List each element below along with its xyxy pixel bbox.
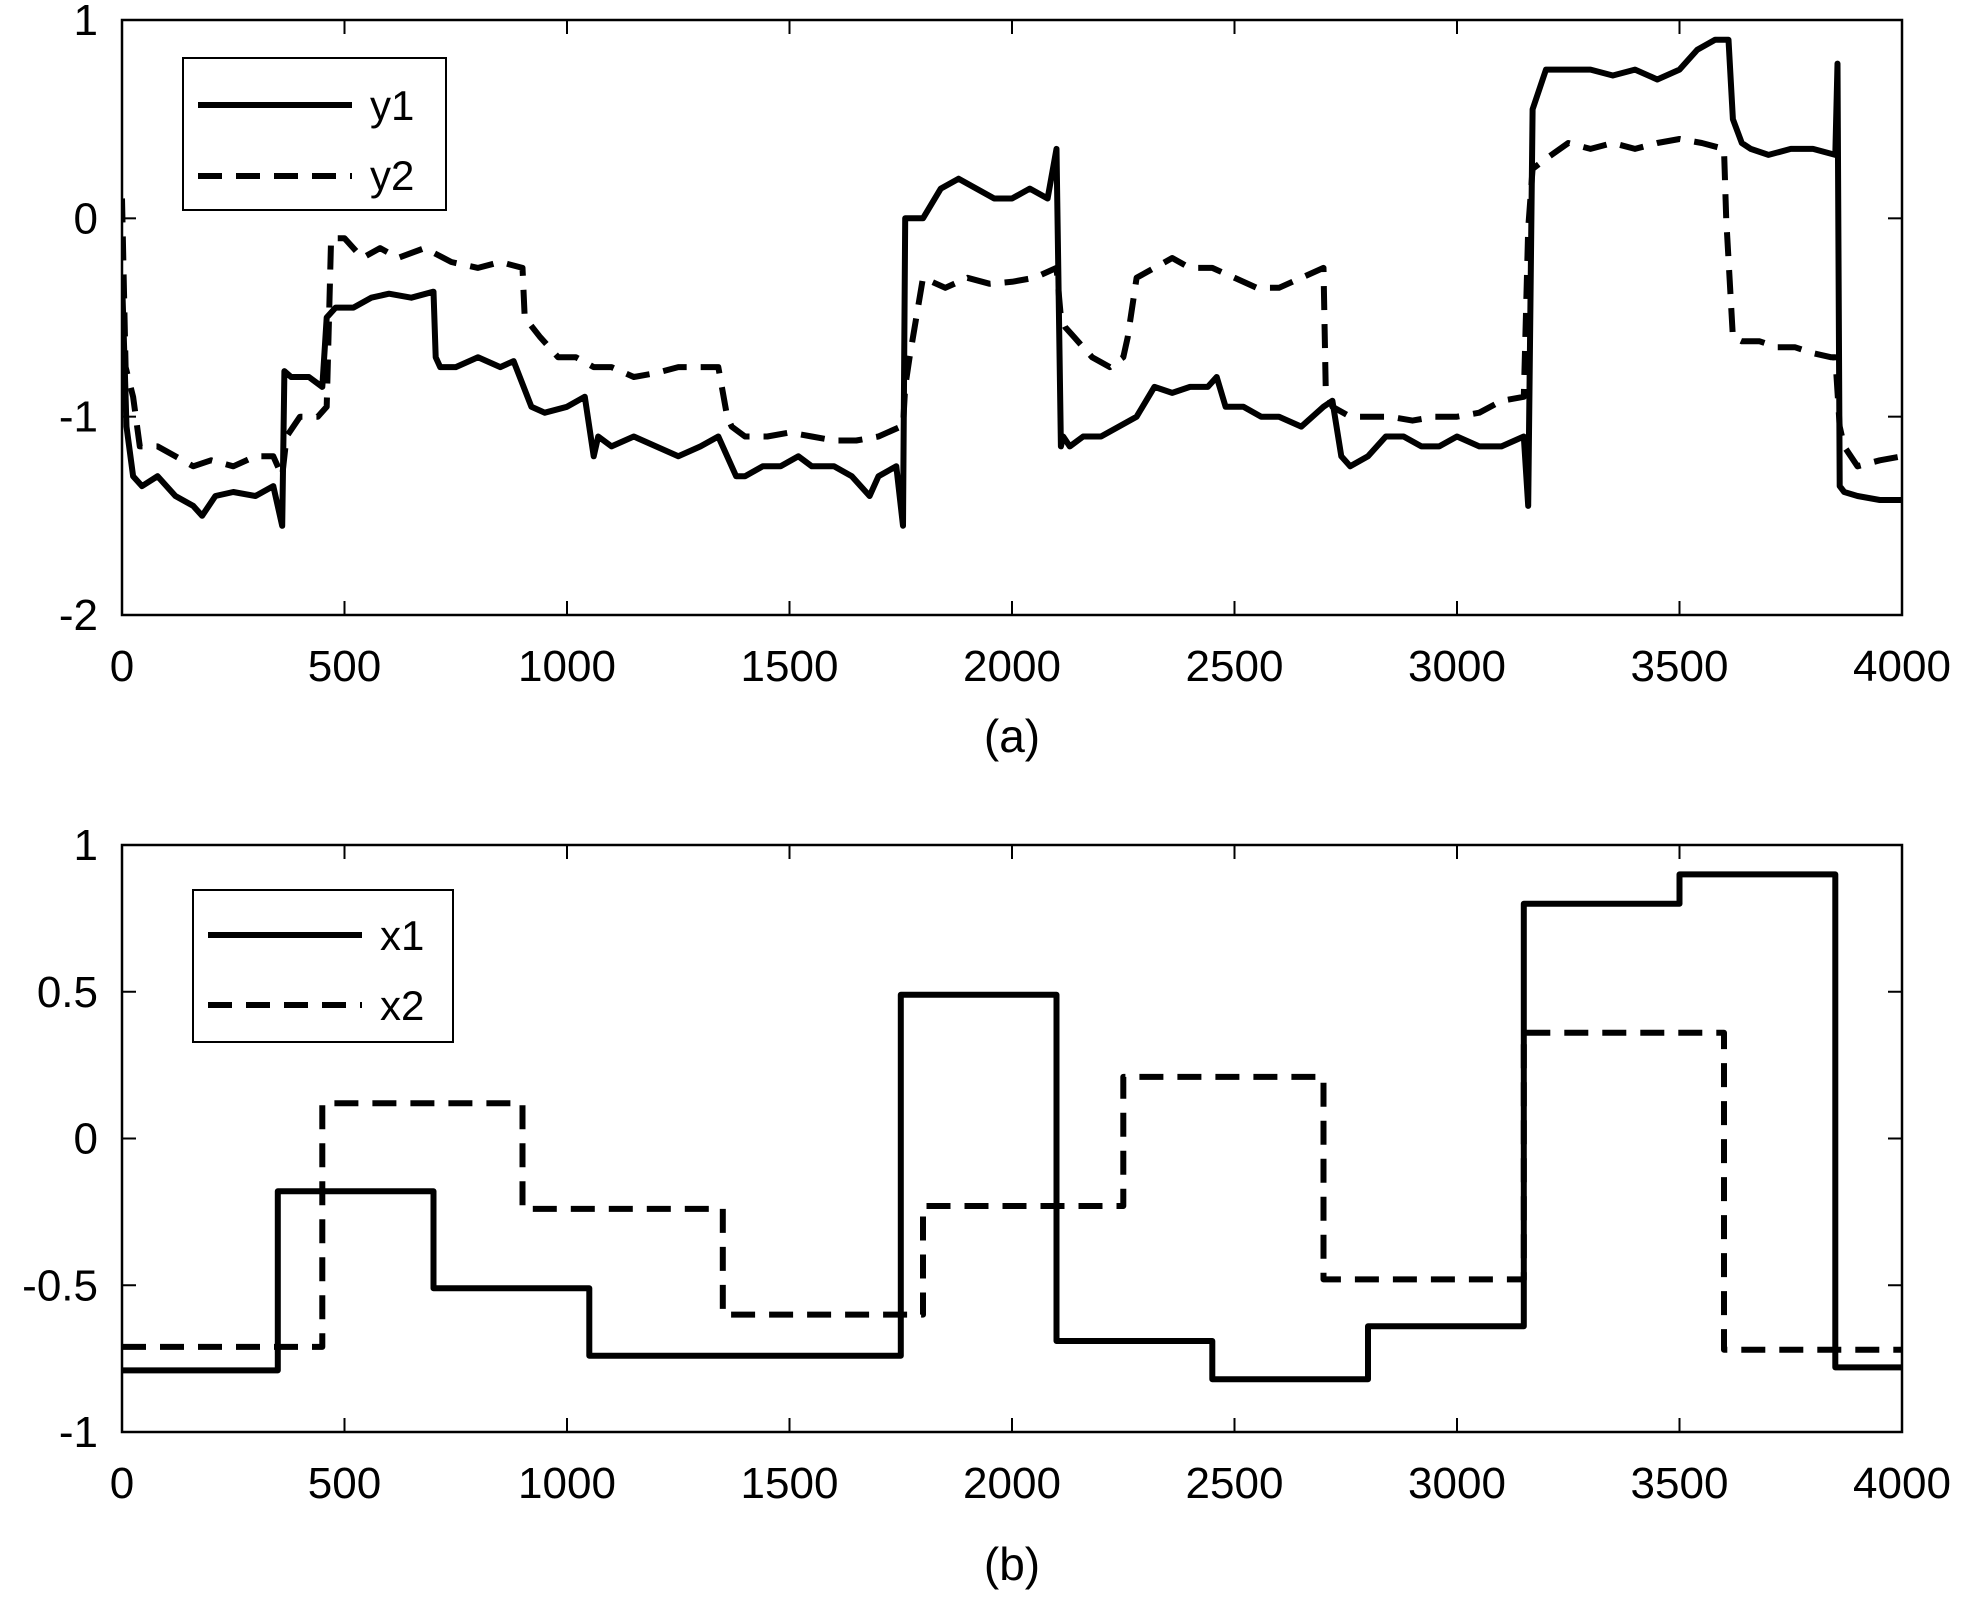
panel-b-x-tick-label: 3000 bbox=[1408, 1459, 1506, 1508]
legend-y2-label: y2 bbox=[370, 152, 414, 199]
series-x1-line bbox=[122, 871, 1902, 1383]
panel-a-legend: y1 y2 bbox=[182, 57, 447, 211]
panel-a-x-tick-label: 2000 bbox=[963, 642, 1061, 691]
panel-a-x-tick-label: 3500 bbox=[1631, 642, 1729, 691]
legend-x2-label: x2 bbox=[380, 982, 424, 1029]
panel-a-x-tick-label: 1500 bbox=[741, 642, 839, 691]
panel-a-y-tick-label: 1 bbox=[74, 0, 98, 45]
panel-b-x-tick-label: 2000 bbox=[963, 1459, 1061, 1508]
panel-a-x-tick-label: 2500 bbox=[1186, 642, 1284, 691]
panel-a-x-tick-label: 3000 bbox=[1408, 642, 1506, 691]
panel-b-ticks: 0 500 1000 1500 2000 2500 3000 3500 4000 -1 -0.5 0 0… bbox=[22, 821, 1951, 1508]
panel-a-legend-box bbox=[182, 57, 447, 211]
panel-a: 0 500 1000 1500 2000 2500 3000 3500 4000 -2 -1 0 1 y… bbox=[59, 0, 1951, 762]
panel-b-x-tick-label: 4000 bbox=[1853, 1459, 1951, 1508]
panel-a-series bbox=[122, 36, 1902, 529]
series-x2-line bbox=[122, 1029, 1902, 1353]
panel-b-caption: (b) bbox=[984, 1538, 1040, 1590]
panel-a-x-tick-label: 0 bbox=[110, 642, 134, 691]
panel-b-x-tick-label: 1000 bbox=[518, 1459, 616, 1508]
panel-a-x-tick-label: 4000 bbox=[1853, 642, 1951, 691]
series-y1-line bbox=[122, 36, 1902, 529]
panel-b-y-tick-label: -0.5 bbox=[22, 1261, 98, 1310]
panel-b-legend: x1 x2 bbox=[192, 889, 454, 1043]
series-y2-line bbox=[122, 136, 1902, 480]
panel-b-y-tick-label: 0 bbox=[74, 1115, 98, 1164]
panel-a-y-tick-label: -1 bbox=[59, 393, 98, 442]
panel-b-x-tick-label: 500 bbox=[308, 1459, 381, 1508]
panel-b-x-tick-label: 3500 bbox=[1631, 1459, 1729, 1508]
panel-b-legend-box bbox=[192, 889, 454, 1043]
panel-b-y-tick-label: 1 bbox=[74, 821, 98, 870]
panel-b-y-tick-label: -1 bbox=[59, 1408, 98, 1457]
panel-b-y-tick-label: 0.5 bbox=[37, 968, 98, 1017]
panel-a-y-tick-label: -2 bbox=[59, 591, 98, 640]
panel-b-series bbox=[122, 871, 1902, 1383]
legend-y1-label: y1 bbox=[370, 82, 414, 129]
panel-b-x-tick-label: 1500 bbox=[741, 1459, 839, 1508]
panel-a-y-tick-label: 0 bbox=[74, 194, 98, 243]
panel-a-ticks: 0 500 1000 1500 2000 2500 3000 3500 4000 -2 -1 0 1 bbox=[59, 0, 1951, 691]
panel-a-x-tick-label: 1000 bbox=[518, 642, 616, 691]
panel-b-x-tick-label: 0 bbox=[110, 1459, 134, 1508]
legend-x1-label: x1 bbox=[380, 912, 424, 959]
panel-b-x-tick-label: 2500 bbox=[1186, 1459, 1284, 1508]
panel-b: 0 500 1000 1500 2000 2500 3000 3500 4000 -1 -0.5 0 0… bbox=[22, 821, 1951, 1590]
panel-a-x-tick-label: 500 bbox=[308, 642, 381, 691]
panel-a-caption: (a) bbox=[984, 710, 1040, 762]
